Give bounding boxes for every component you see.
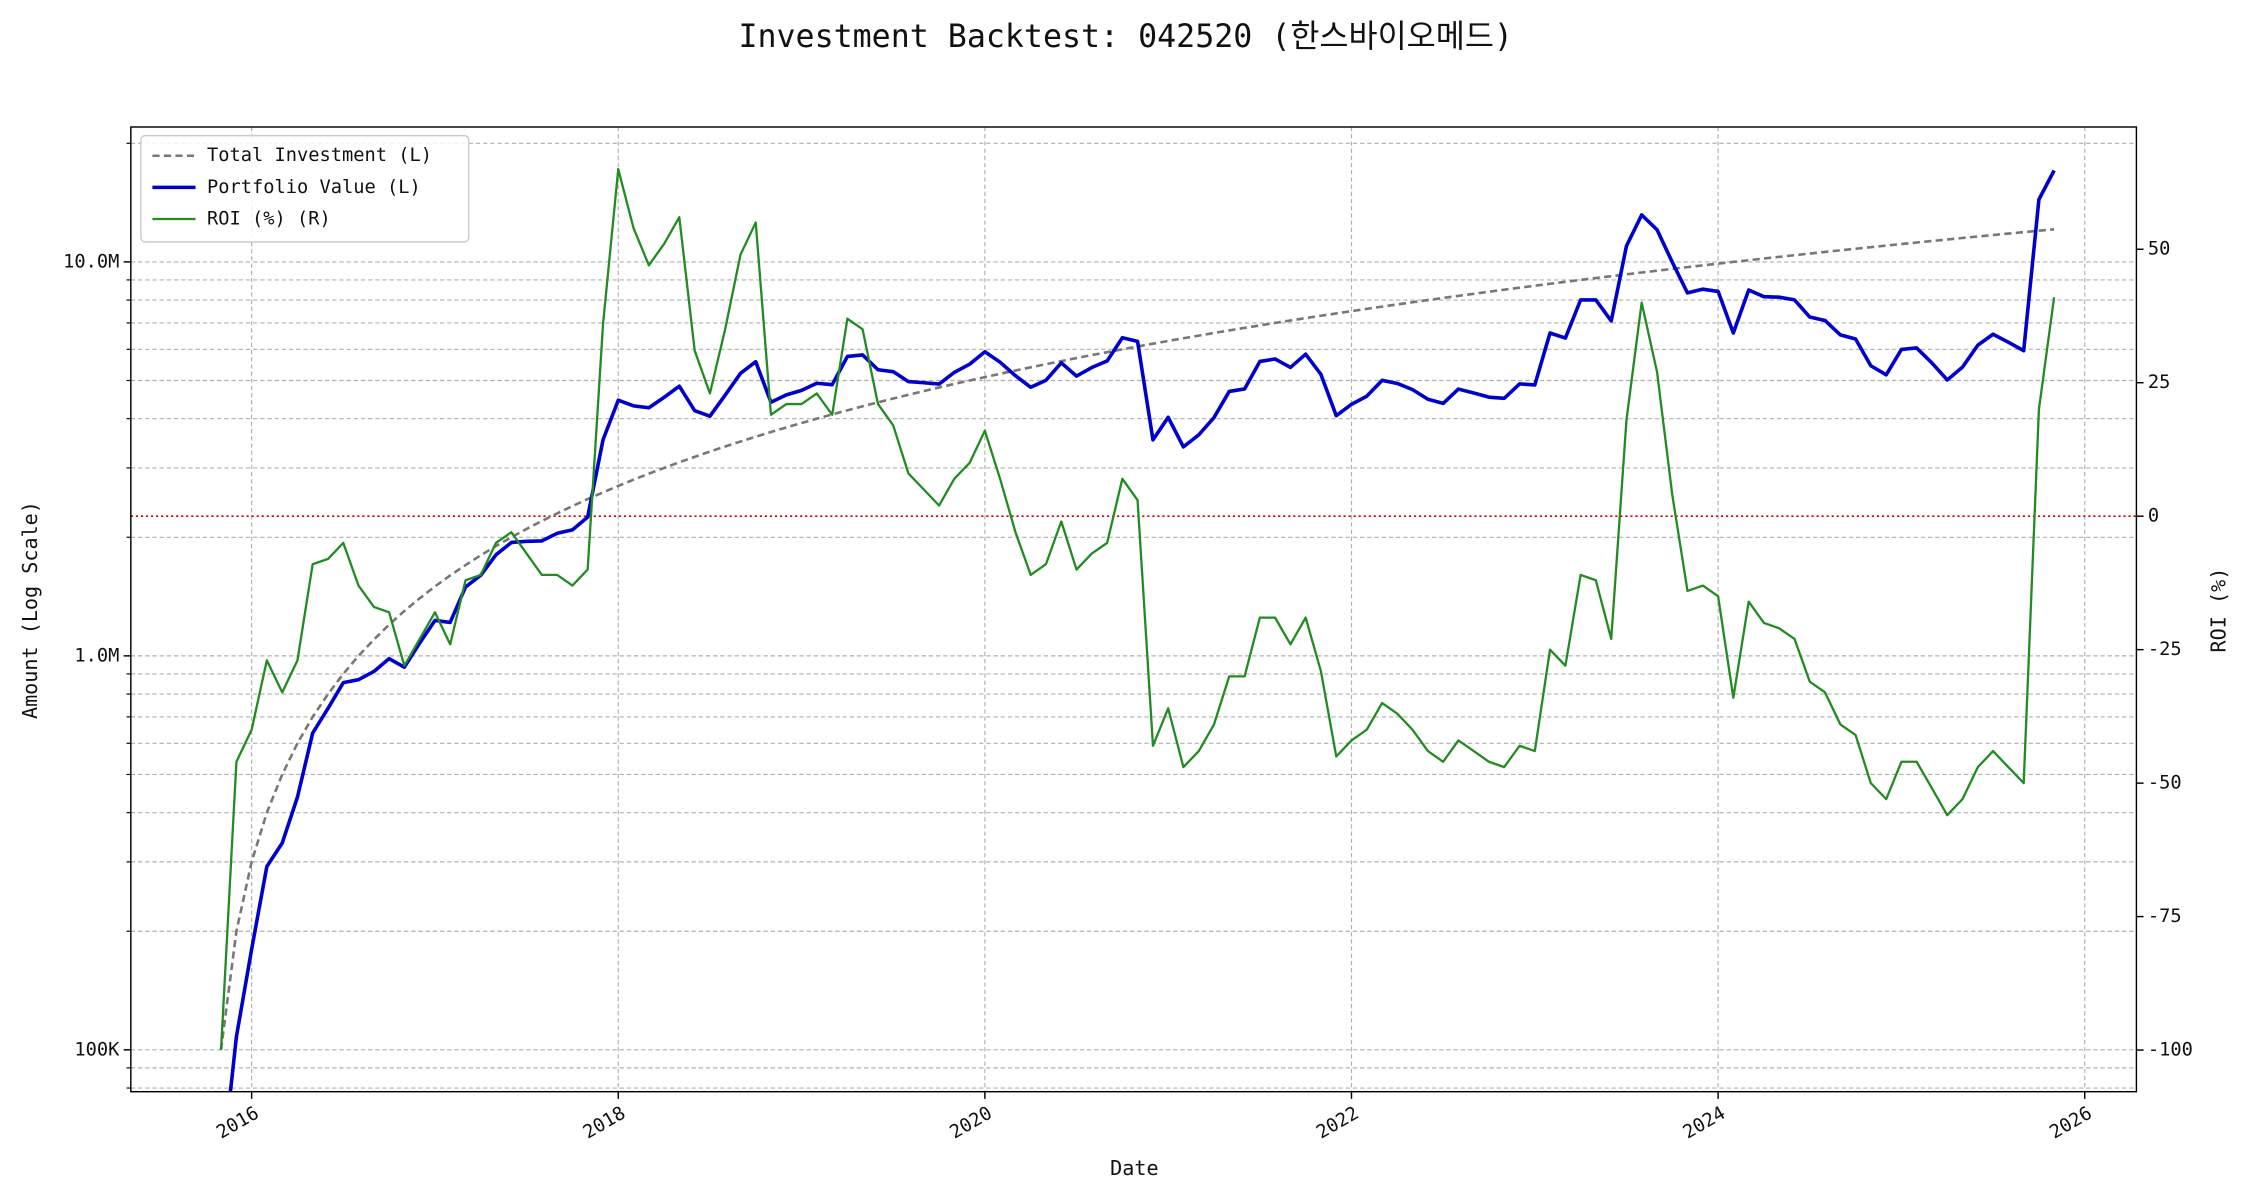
- y2-tick-label: -100: [2148, 1040, 2193, 1061]
- y2-tick-label: -25: [2148, 639, 2182, 660]
- series-line: [228, 169, 2056, 1092]
- legend-box: [140, 134, 470, 243]
- chart-title: Investment Backtest: 042520 (한스바이오메드): [738, 19, 1512, 55]
- y-tick-label: 100K: [74, 1039, 120, 1060]
- y-tick-label: 1.0M: [74, 645, 119, 666]
- x-axis-label: Date: [1110, 1156, 1158, 1180]
- plot-frame: [130, 126, 2138, 1093]
- legend-label: Portfolio Value (L): [207, 177, 421, 198]
- plot-area: [219, 168, 2056, 1092]
- y2-tick-label: 0: [2148, 506, 2159, 527]
- series-line: [219, 168, 2056, 1051]
- series-line: [219, 228, 2055, 1051]
- y-tick-label: 10.0M: [63, 251, 119, 272]
- y-axis-label: Amount (Log Scale): [18, 501, 42, 719]
- legend-label: Total Investment (L): [207, 145, 432, 166]
- legend-label: ROI (%) (R): [207, 209, 331, 230]
- y2-axis-label: ROI (%): [2206, 568, 2230, 653]
- y2-tick-label: -75: [2148, 906, 2182, 927]
- y2-tick-label: -50: [2148, 773, 2182, 794]
- y2-tick-label: 25: [2148, 372, 2171, 393]
- y2-tick-label: 50: [2148, 239, 2171, 260]
